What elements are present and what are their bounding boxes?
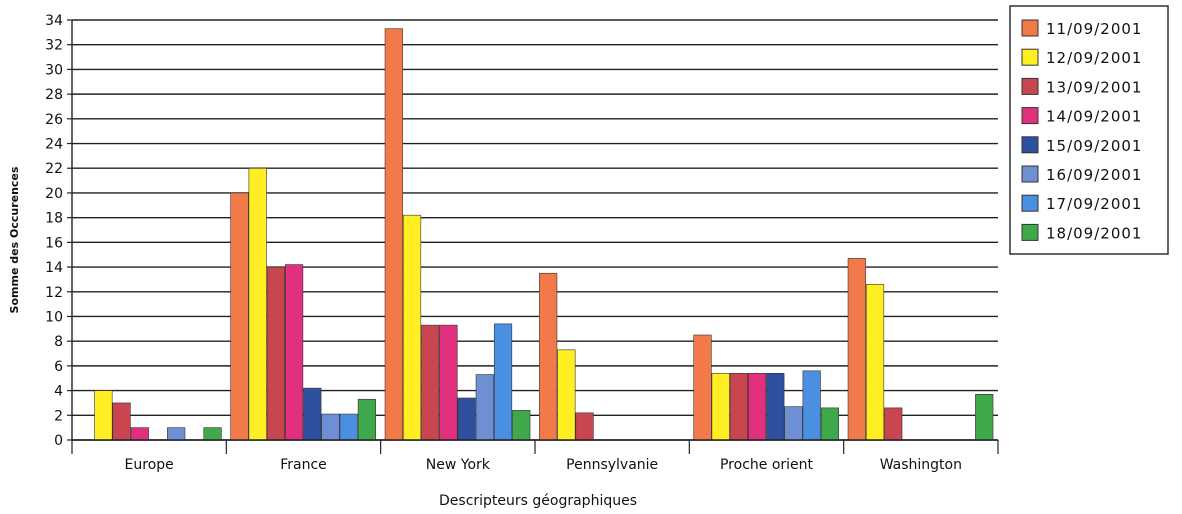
bar [248,167,267,441]
legend: 11/09/2001 12/09/2001 13/09/2001 14/09/2001… [1009,5,1169,255]
legend-label: 12/09/2001 [1046,49,1142,67]
legend-label: 16/09/2001 [1046,166,1142,184]
y-tick-label: 18 [45,211,63,227]
bar [766,372,785,441]
legend-label: 13/09/2001 [1046,78,1142,96]
bar [512,410,531,441]
bar [112,402,131,441]
y-tick-label: 22 [45,161,63,177]
legend-swatch [1021,77,1039,95]
bar [284,264,304,441]
legend-box [1009,5,1169,255]
bar [693,334,712,441]
bar [711,372,730,441]
x-category-label: Proche orient [720,457,814,473]
y-tick-label: 28 [45,87,63,103]
legend-label: 18/09/2001 [1046,224,1142,242]
x-axis-title: Descripteurs géographiques [439,493,637,509]
legend-swatch [1021,107,1039,125]
bar [94,390,113,441]
bar [884,407,903,441]
bar [475,374,494,441]
bar [784,406,803,441]
legend-swatch [1021,19,1039,37]
y-tick-label: 16 [45,235,63,251]
bar [539,272,558,441]
y-tick-label: 30 [45,62,63,78]
bar [384,28,403,441]
y-tick-label: 32 [45,38,63,54]
bar [975,393,994,441]
bar [230,192,249,441]
y-tick-label: 26 [45,112,63,128]
bar [357,398,377,441]
y-axis-title: Somme des Occurences [8,166,21,313]
bar [130,427,149,441]
bar [457,397,476,441]
bar [321,413,340,441]
x-category-label: France [280,457,327,473]
y-tick-label: 0 [54,433,63,449]
bar [729,372,748,441]
legend-swatch [1021,136,1039,154]
y-tick-label: 14 [45,260,63,276]
bar [402,214,422,441]
y-tick-label: 34 [45,13,63,29]
bar [266,266,286,441]
bar [820,407,839,441]
y-tick-label: 24 [45,137,63,153]
bar [167,427,186,441]
legend-swatch [1021,165,1039,183]
y-tick-label: 10 [45,309,63,325]
bar [847,258,866,441]
x-category-label: Pennsylvanie [566,457,658,473]
legend-label: 17/09/2001 [1046,195,1142,213]
x-category-label: Europe [125,457,174,473]
bars [94,28,994,441]
bar [339,413,358,441]
bar [421,324,440,441]
bar [802,370,821,441]
y-tick-label: 6 [54,359,63,375]
y-tick-label: 8 [54,334,63,350]
bar [747,372,767,441]
bar [557,349,576,441]
y-tick-label: 20 [45,186,63,202]
bar [203,427,222,441]
bar [439,324,458,441]
x-category-label: Washington [880,457,962,473]
bar [865,284,885,441]
legend-label: 15/09/2001 [1046,137,1142,155]
bar [493,323,513,441]
legend-label: 11/09/2001 [1046,20,1142,38]
x-category-label: New York [426,457,491,473]
legend-label: 14/09/2001 [1046,108,1142,126]
y-tick-label: 2 [54,408,63,424]
bar [575,412,594,441]
y-tick-label: 12 [45,285,63,301]
legend-swatch [1021,48,1039,66]
gridlines [72,19,998,441]
legend-swatch [1021,223,1039,241]
y-tick-label: 4 [54,384,63,400]
legend-swatch [1021,194,1039,212]
bar [303,387,322,441]
